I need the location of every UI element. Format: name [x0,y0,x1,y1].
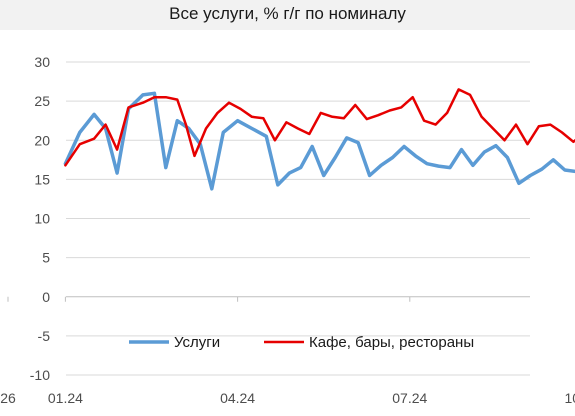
x-tick-label: 01.24 [48,390,83,406]
x-tick-label: 07.24 [392,390,427,406]
y-tick-label: -5 [38,328,51,344]
series-line-cafes-bars-restaurants [64,88,575,167]
x-axis-ticks: 2601.2404.2407.2410.2401.2504.2507.2510.… [0,296,575,406]
y-axis-ticks: -10 -5 0 5 10 15 20 25 30 [30,54,50,383]
x-tick-label: 10.24 [564,390,575,406]
y-tick-label: 25 [34,93,50,109]
y-tick-label: 15 [34,171,50,187]
x-tick-label: 04.24 [220,390,255,406]
y-tick-label: 20 [34,132,50,148]
y-tick-label: -10 [30,367,50,383]
legend: Услуги Кафе, бары, рестораны [129,334,474,351]
y-tick-label: 10 [34,211,50,227]
x-tick-label: 26 [0,390,16,406]
y-tick-label: 5 [42,250,50,266]
y-tick-label: 0 [42,289,50,305]
y-tick-label: 30 [34,54,50,70]
chart-title: Все услуги, % г/г по номиналу [169,4,406,23]
series-line-services [63,91,575,191]
legend-label: Кафе, бары, рестораны [309,334,474,351]
series-lines [63,88,575,191]
grid-lines [66,61,530,376]
legend-label: Услуги [174,334,220,351]
title-bar [0,0,575,30]
